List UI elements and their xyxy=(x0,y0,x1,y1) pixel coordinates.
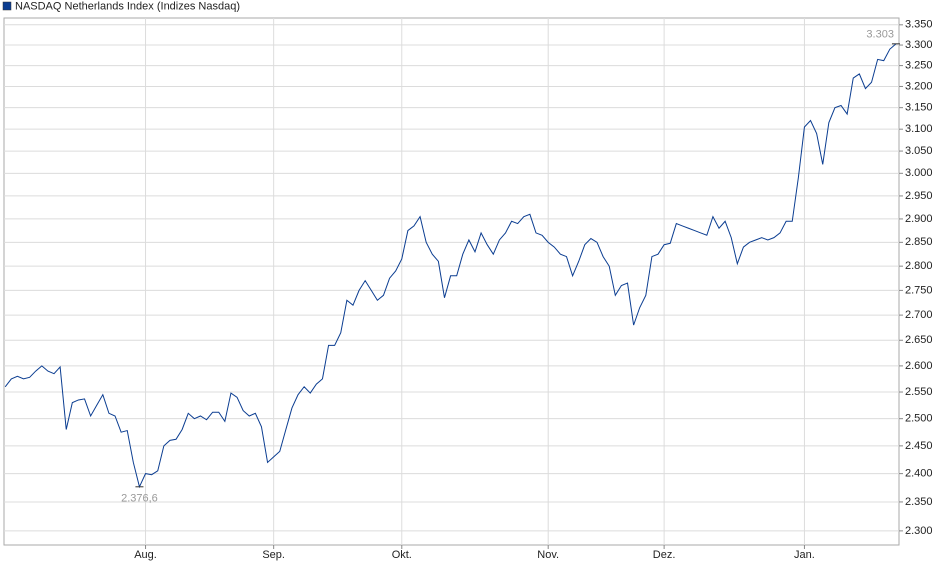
y-tick-label: 2.500 xyxy=(905,413,933,425)
x-tick-label: Okt. xyxy=(392,549,412,561)
y-tick-label: 2.750 xyxy=(905,284,933,296)
x-tick-label: Nov. xyxy=(537,549,559,561)
plot-frame xyxy=(3,17,900,546)
y-tick-label: 2.850 xyxy=(905,236,933,248)
y-tick-label: 3.150 xyxy=(905,102,933,114)
y-tick-label: 3.050 xyxy=(905,145,933,157)
y-tick-label: 2.650 xyxy=(905,334,933,346)
legend-label: NASDAQ Netherlands Index (Indizes Nasdaq… xyxy=(15,0,240,12)
legend-swatch xyxy=(2,1,12,11)
annotation: 2.376,6 xyxy=(121,493,158,505)
x-tick-label: Aug. xyxy=(134,549,157,561)
y-tick-label: 2.450 xyxy=(905,440,933,452)
y-tick-label: 3.250 xyxy=(905,60,933,72)
y-tick-label: 3.200 xyxy=(905,80,933,92)
x-tick-label: Dez. xyxy=(653,549,676,561)
annotation: 3.303 xyxy=(866,29,894,41)
y-tick-label: 2.350 xyxy=(905,496,933,508)
line xyxy=(4,43,897,489)
y-tick-label: 2.550 xyxy=(905,386,933,398)
y-tick-label: 2.800 xyxy=(905,260,933,272)
y-tick-label: 3.350 xyxy=(905,19,933,31)
y-tick-label: 2.600 xyxy=(905,360,933,372)
y-tick-label: 2.950 xyxy=(905,190,933,202)
y-tick-label: 2.300 xyxy=(905,525,933,537)
y-tick-label: 3.100 xyxy=(905,123,933,135)
x-tick-label: Jan. xyxy=(794,549,815,561)
y-tick-label: 2.900 xyxy=(905,213,933,225)
x-tick-label: Sep. xyxy=(262,549,285,561)
y-tick-label: 3.300 xyxy=(905,39,933,51)
y-tick-label: 3.000 xyxy=(905,167,933,179)
y-tick-label: 2.700 xyxy=(905,309,933,321)
y-tick-label: 2.400 xyxy=(905,468,933,480)
